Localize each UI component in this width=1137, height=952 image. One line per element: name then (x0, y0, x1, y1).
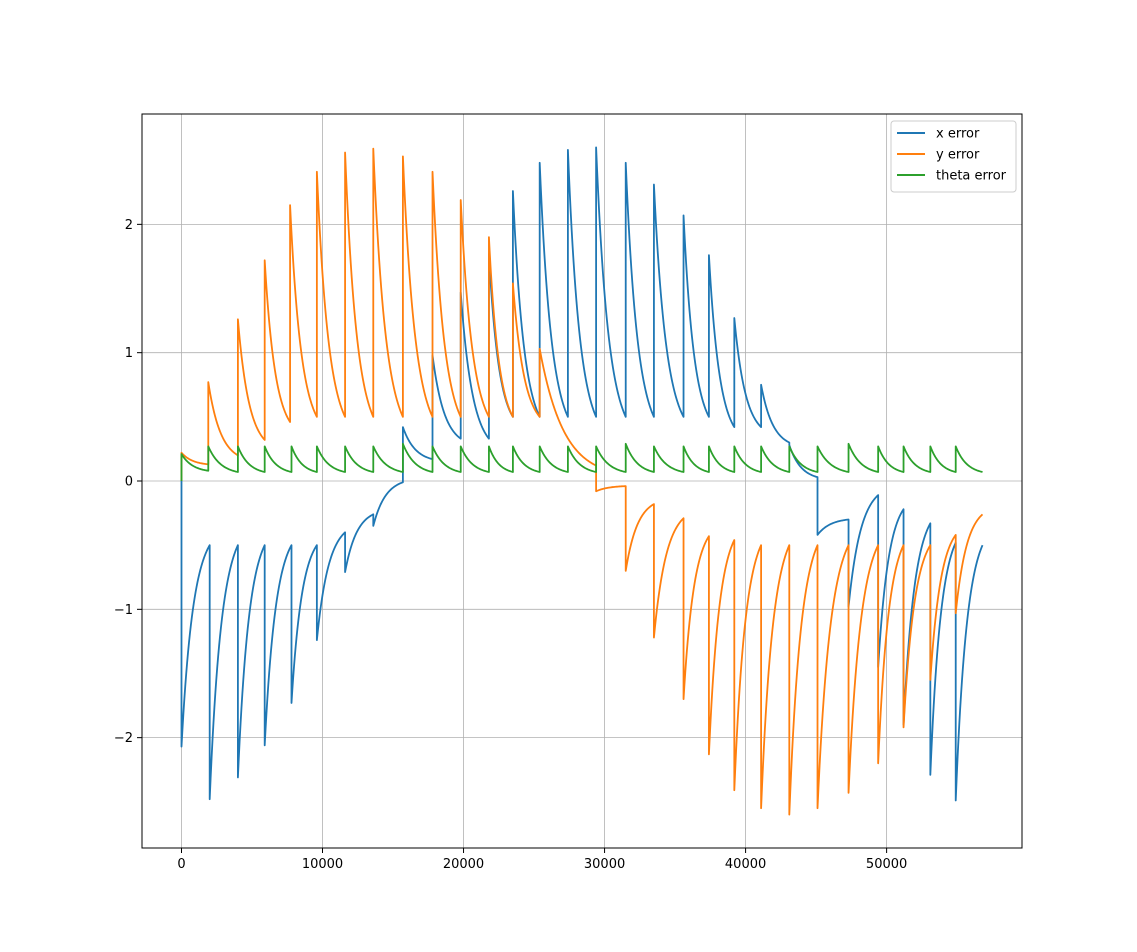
grid-lines (142, 114, 1022, 848)
x-tick-label: 40000 (725, 857, 766, 872)
legend: x error y error theta error (890, 120, 1017, 193)
y-tick-label: −2 (114, 731, 133, 746)
series-line-y-error (180, 147, 984, 816)
x-tick-label: 10000 (302, 857, 343, 872)
y-tick-label: 2 (125, 218, 133, 233)
series-line-x-error (180, 146, 984, 802)
x-tick-label: 20000 (443, 857, 484, 872)
axis-ticks: 0 10000 20000 30000 40000 50000 −2 −1 0 1 2 (114, 218, 907, 872)
legend-entry-label: y error (936, 148, 980, 163)
x-tick-label: 50000 (866, 857, 907, 872)
series-line-theta-error (180, 442, 983, 481)
legend-entry-label: theta error (936, 169, 1007, 184)
x-tick-label: 30000 (584, 857, 625, 872)
series-lines (180, 146, 984, 816)
y-tick-label: 0 (125, 475, 133, 490)
y-tick-label: 1 (125, 346, 133, 361)
y-tick-label: −1 (114, 603, 133, 618)
legend-entry-label: x error (936, 127, 980, 142)
x-tick-label: 0 (177, 857, 185, 872)
